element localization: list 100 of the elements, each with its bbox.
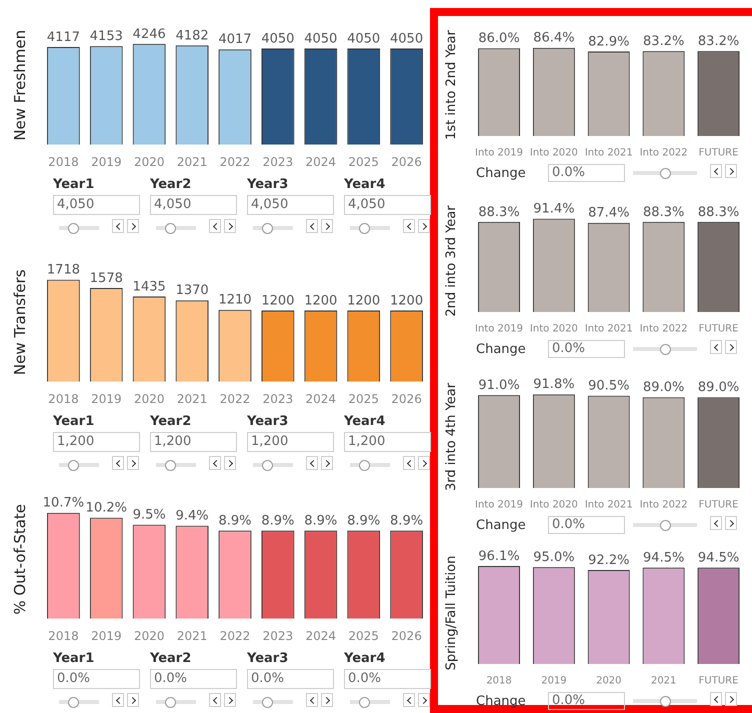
data-label: 94.5% [643, 550, 684, 566]
text: 4,050 [150, 195, 237, 215]
data-label: 1370 [176, 283, 209, 298]
data-label: 4153 [90, 28, 123, 44]
x-tick-label: Into 2022 [640, 500, 688, 511]
text: Year2 [150, 651, 192, 666]
data-label: 86.0% [478, 31, 520, 46]
x-tick-label: 2022 [220, 154, 250, 169]
text: 0.0% [344, 669, 431, 689]
data-label: 1210 [218, 292, 252, 308]
y-axis-title: Spring/Fall Tuition [444, 556, 460, 670]
data-label: 88.3% [643, 204, 684, 220]
x-tick-label: Into 2019 [475, 324, 524, 335]
x-tick-label: 2026 [391, 154, 422, 169]
data-label: 9.5% [132, 508, 166, 523]
x-tick-label: 2019 [91, 392, 122, 406]
x-tick-label: 2025 [348, 154, 379, 169]
data-label: 8.9% [347, 514, 380, 529]
data-label: 1200 [390, 293, 424, 308]
data-label: 90.5% [588, 378, 630, 394]
data-label: 4017 [218, 32, 252, 48]
data-label: 88.3% [698, 204, 740, 220]
x-tick-label: FUTURE [698, 676, 738, 687]
text: 0.0% [247, 669, 334, 689]
data-label: 82.9% [588, 34, 630, 50]
x-tick-label: 2018 [48, 154, 79, 169]
x-tick-label: 2025 [348, 628, 379, 643]
y-axis-title: New Freshmen [10, 30, 29, 141]
x-tick-label: 2024 [306, 154, 336, 169]
data-label: 4246 [132, 26, 166, 42]
text: Year2 [150, 177, 192, 192]
data-label: 10.2% [86, 500, 127, 516]
data-label: 87.4% [588, 206, 630, 221]
x-tick-label: 2019 [541, 676, 567, 687]
data-label: 1718 [46, 262, 80, 278]
x-tick-label: Into 2021 [584, 500, 633, 511]
x-tick-label: 2023 [262, 392, 294, 406]
x-tick-label: 2019 [91, 628, 122, 643]
x-tick-label: Into 2022 [640, 324, 688, 335]
text: 4,050 [344, 195, 431, 215]
text: Change [476, 518, 527, 532]
x-tick-label: 2024 [306, 628, 336, 643]
x-tick-label: 2018 [486, 676, 512, 687]
data-label: 88.3% [478, 204, 520, 220]
data-label: 1200 [261, 293, 294, 308]
data-label: 8.9% [261, 514, 294, 529]
data-label: 1435 [132, 279, 166, 294]
x-tick-label: 2023 [262, 154, 294, 169]
data-label: 83.2% [643, 34, 684, 50]
text: 0.0% [53, 669, 140, 689]
text: Year1 [53, 177, 96, 192]
data-label: 10.7% [42, 496, 84, 511]
x-tick-label: 2018 [48, 628, 79, 643]
text: 1,200 [53, 432, 140, 452]
text: Year3 [247, 177, 290, 192]
text: 1,200 [150, 432, 237, 452]
x-tick-label: 2018 [48, 392, 79, 406]
data-label: 94.5% [698, 550, 740, 566]
data-label: 86.4% [533, 30, 575, 46]
text: Year4 [344, 651, 386, 666]
x-tick-label: 2020 [134, 392, 164, 406]
y-axis-title: 2nd into 3rd Year [444, 204, 460, 317]
y-axis-title: 3rd into 4th Year [444, 382, 460, 492]
data-label: 8.9% [304, 514, 338, 529]
x-tick-label: Into 2020 [530, 148, 578, 159]
data-label: 83.2% [698, 34, 740, 50]
text: 0.0% [548, 340, 625, 358]
x-tick-label: 2021 [650, 676, 676, 687]
text: Year2 [150, 414, 192, 429]
x-tick-label: FUTURE [698, 500, 738, 511]
x-tick-label: Into 2020 [530, 500, 578, 511]
data-label: 8.9% [390, 514, 424, 529]
x-tick-label: 2025 [348, 392, 379, 406]
data-label: 4050 [390, 31, 424, 46]
text: 0.0% [548, 692, 625, 710]
x-tick-label: Into 2021 [584, 148, 633, 159]
y-axis-title: % Out-of-State [10, 504, 29, 615]
x-tick-label: 2022 [220, 392, 250, 406]
data-label: 8.9% [218, 514, 252, 529]
x-tick-label: Into 2021 [584, 324, 633, 335]
x-tick-label: 2020 [134, 154, 164, 169]
data-label: 4050 [347, 31, 380, 46]
x-tick-label: 2021 [176, 392, 208, 406]
x-tick-label: 2020 [134, 628, 164, 643]
x-tick-label: 2026 [391, 392, 422, 406]
x-tick-label: Into 2019 [475, 148, 524, 159]
x-tick-label: 2020 [596, 676, 622, 687]
text: Year1 [53, 414, 96, 429]
x-tick-label: 2019 [91, 154, 122, 169]
x-tick-label: FUTURE [698, 324, 738, 335]
data-label: 4050 [261, 31, 294, 46]
text: Change [476, 166, 527, 180]
data-label: 96.1% [478, 548, 520, 564]
y-axis-title: 1st into 2nd Year [444, 29, 460, 140]
data-label: 95.0% [533, 550, 575, 565]
x-tick-label: 2026 [391, 628, 422, 643]
x-tick-label: Into 2019 [475, 500, 524, 511]
data-label: 92.2% [588, 552, 630, 568]
data-label: 91.4% [533, 202, 575, 217]
data-label: 9.4% [176, 508, 209, 524]
